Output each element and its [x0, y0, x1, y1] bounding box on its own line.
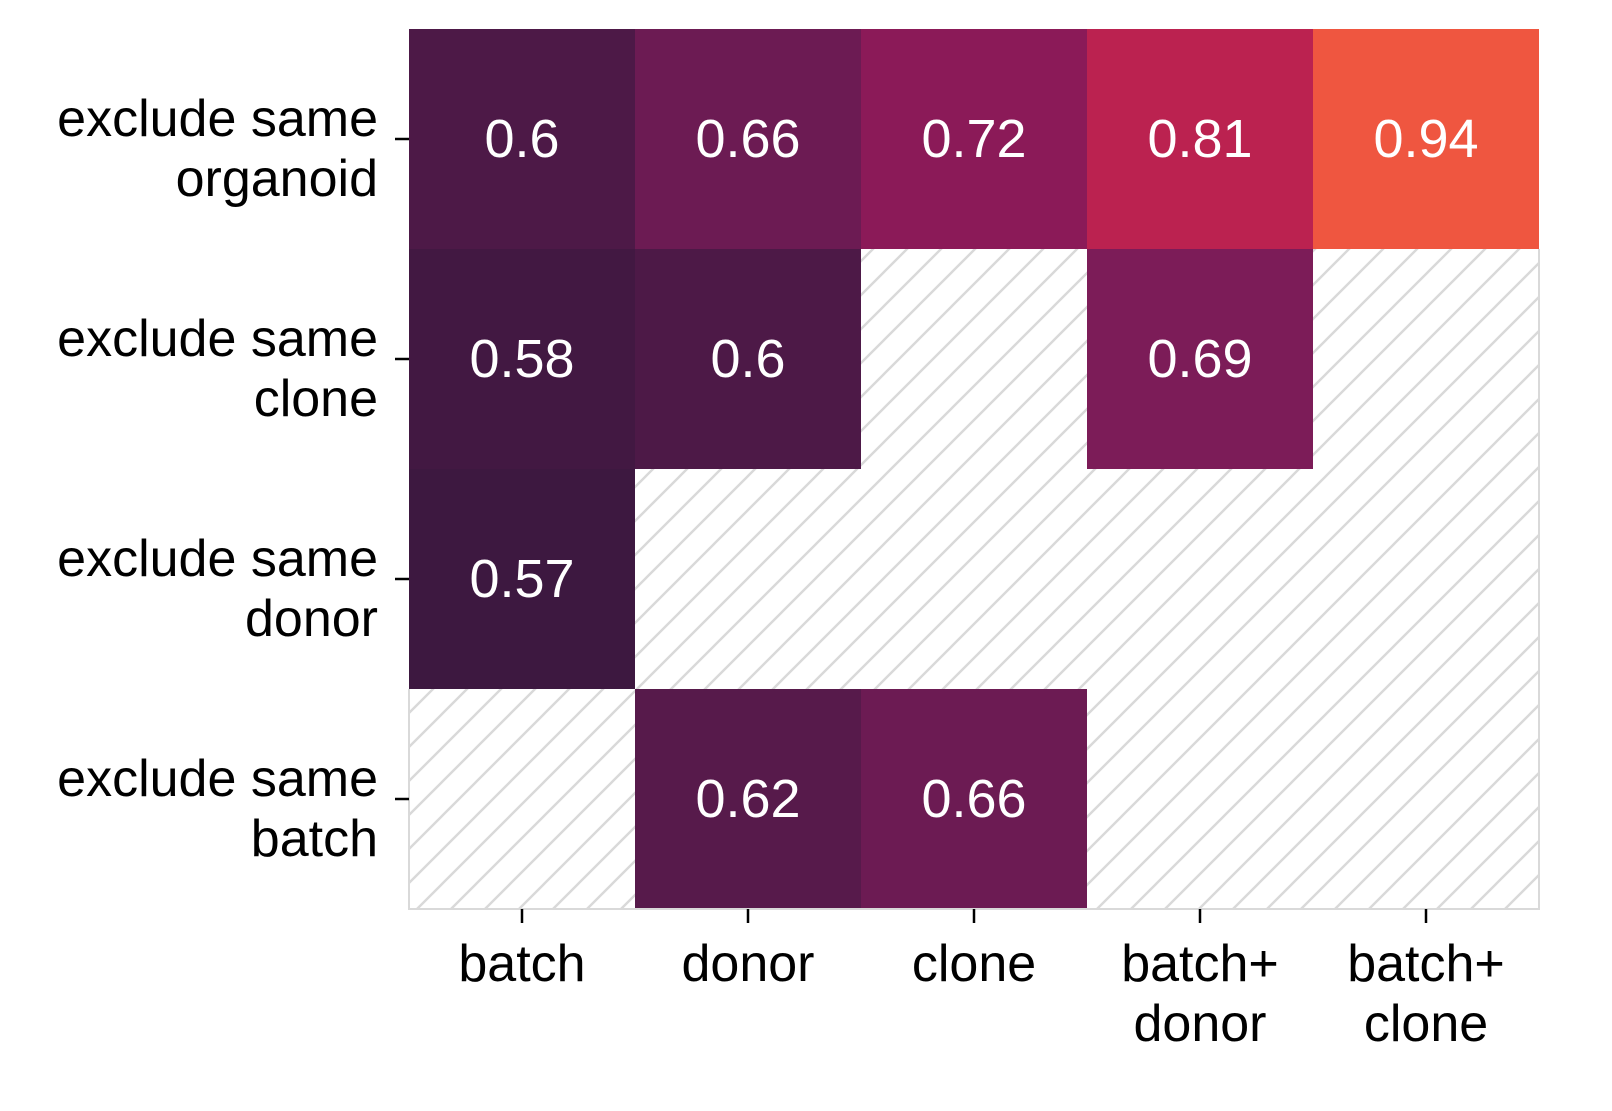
cell-value-label: 0.94 — [1373, 109, 1478, 169]
heatmap-cell — [409, 249, 635, 469]
y-tick-label: exclude same organoid — [57, 90, 378, 208]
cell-value-label: 0.6 — [710, 329, 785, 389]
heatmap-cell-labels: 0.6 0.66 0.72 0.81 0.94 0.58 0.6 0.69 0.57 0.62 0.… — [469, 109, 1478, 829]
heatmap-cell — [409, 29, 635, 249]
x-tick-label: batch — [458, 935, 585, 993]
x-axis: batch donor clone batch+ donor batch+ clone — [458, 909, 1505, 1053]
heatmap-cell — [409, 469, 635, 689]
heatmap-cell — [635, 249, 861, 469]
heatmap-cell — [861, 689, 1087, 909]
y-tick-label: exclude same clone — [57, 310, 378, 428]
heatmap-cell — [635, 689, 861, 909]
heatmap-cell — [1313, 29, 1539, 249]
heatmap-cells — [408, 29, 1540, 910]
heatmap-cell — [1087, 29, 1313, 249]
cell-value-label: 0.66 — [921, 769, 1026, 829]
cell-value-label: 0.58 — [469, 329, 574, 389]
cell-value-label: 0.72 — [921, 109, 1026, 169]
y-tick-label: exclude same donor — [57, 530, 378, 648]
heatmap-cell — [861, 29, 1087, 249]
x-tick-label: donor — [682, 935, 815, 993]
cell-value-label: 0.6 — [484, 109, 559, 169]
cell-value-label: 0.62 — [695, 769, 800, 829]
cell-value-label: 0.66 — [695, 109, 800, 169]
y-tick-label: exclude same batch — [57, 750, 378, 868]
x-tick-label: batch+ donor — [1121, 935, 1279, 1053]
cell-value-label: 0.81 — [1147, 109, 1252, 169]
y-axis: exclude same organoid exclude same clone exc… — [57, 90, 409, 868]
heatmap-cell — [1087, 249, 1313, 469]
heatmap-cell — [635, 29, 861, 249]
cell-value-label: 0.57 — [469, 549, 574, 609]
x-tick-label: clone — [912, 935, 1036, 993]
x-tick-label: batch+ clone — [1347, 935, 1505, 1053]
cell-value-label: 0.69 — [1147, 329, 1252, 389]
